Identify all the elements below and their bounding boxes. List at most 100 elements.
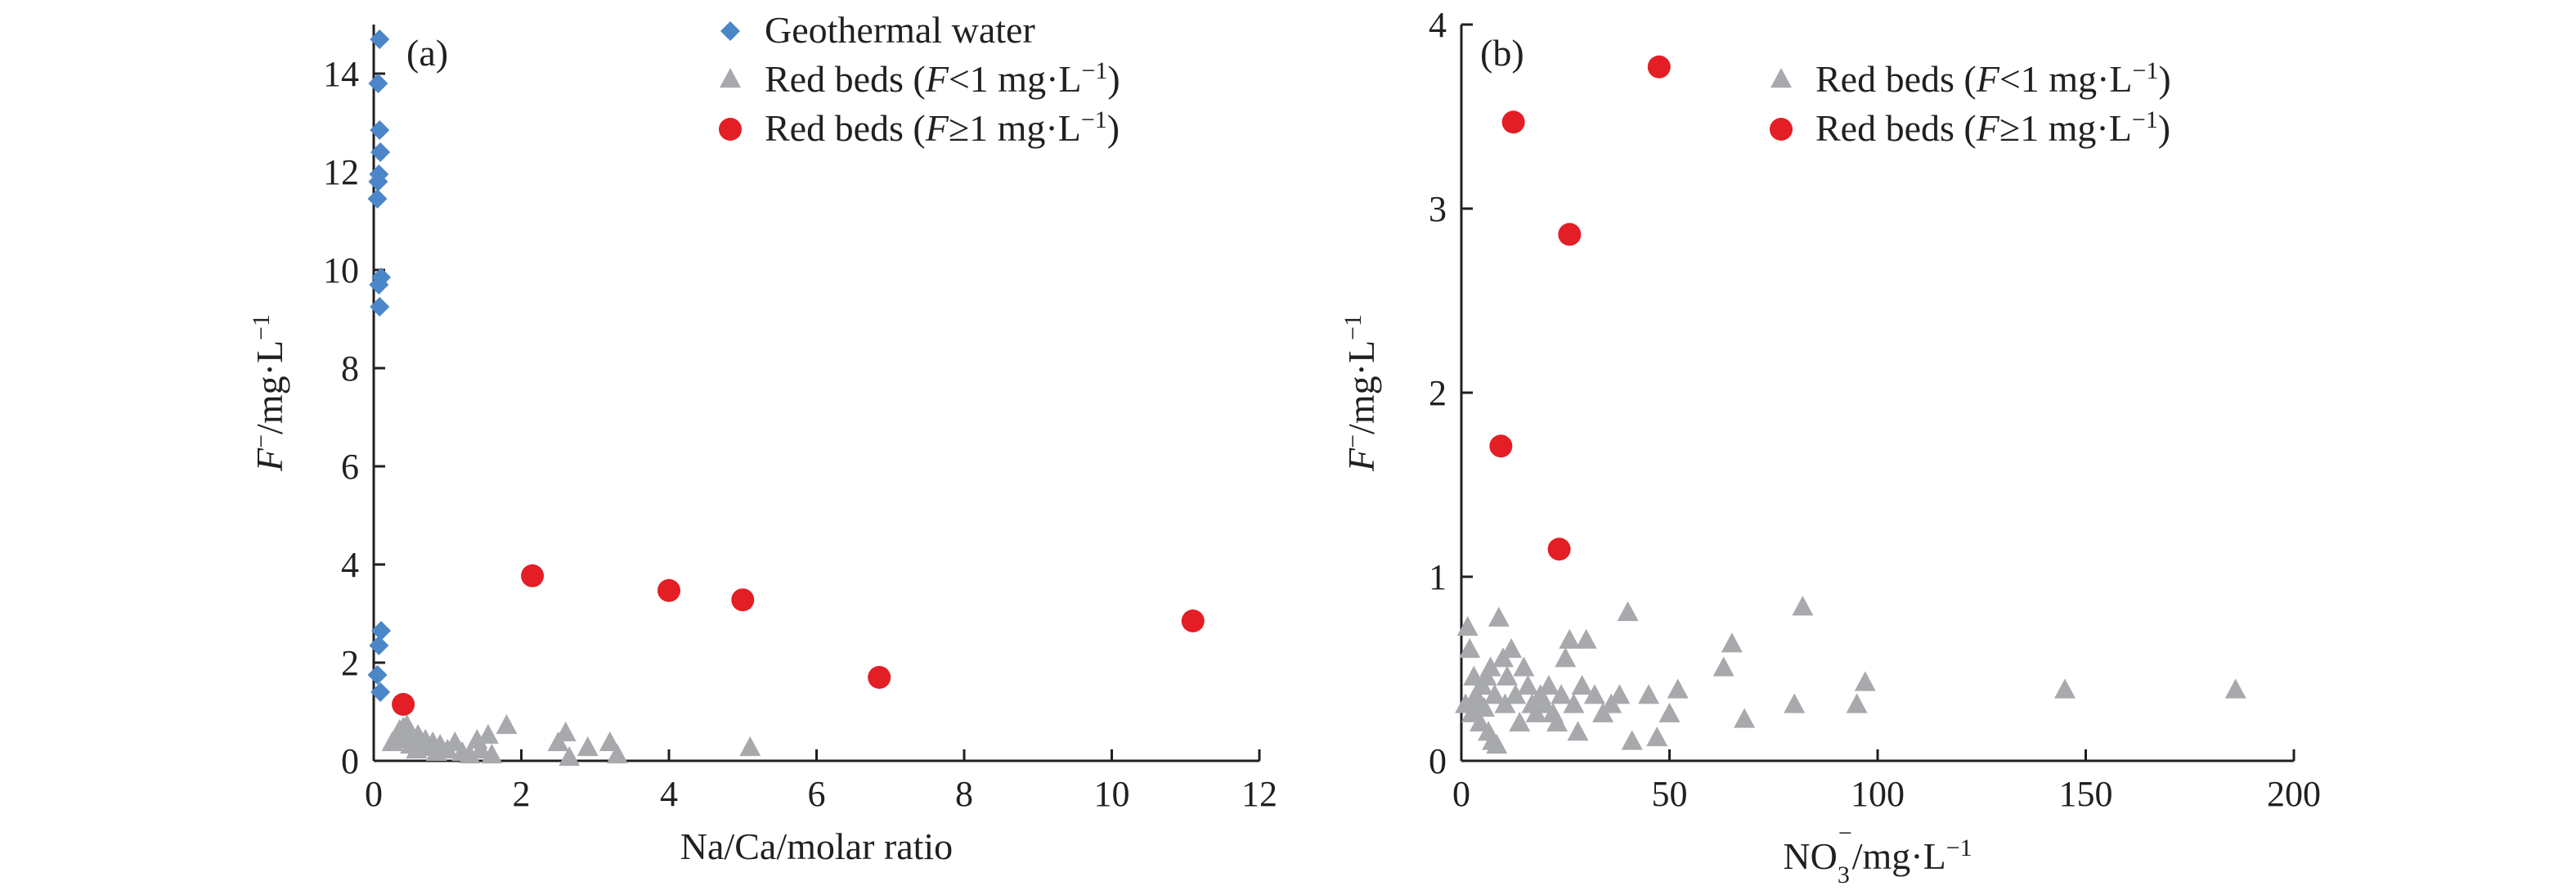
y-axis-title: F−/mg·L−1	[1340, 314, 1383, 472]
data-point	[1509, 712, 1531, 732]
y-tick-label: 3	[1429, 189, 1447, 229]
x-axis-title: Na/Ca/molar ratio	[680, 825, 953, 867]
panel-label: (a)	[406, 32, 448, 74]
data-point	[1854, 671, 1876, 691]
data-point	[477, 724, 499, 744]
data-point	[1721, 632, 1743, 653]
data-point	[1571, 675, 1593, 695]
y-tick-label: 2	[1429, 373, 1447, 413]
x-tick-label: 2	[513, 774, 531, 814]
legend: Red beds (F<1 mg·L−1) Red beds (F≥1 mg·L−…	[1770, 57, 2171, 149]
data-point	[1551, 684, 1573, 704]
data-point	[367, 665, 388, 685]
x-axis-title: NO3−/mg·L−1	[1783, 820, 1972, 888]
y-tick-label: 1	[1429, 557, 1447, 597]
data-point	[1505, 684, 1527, 704]
data-point	[1575, 628, 1597, 649]
series-triangle	[1455, 596, 2246, 754]
legend-marker	[720, 21, 740, 41]
y-tick-label: 2	[341, 643, 359, 683]
data-point	[1792, 596, 1814, 616]
data-point	[599, 731, 621, 752]
series-circle	[1489, 55, 1671, 561]
panel-a: 0 2 4 6 8 10 12 0 2 4 6 8 10 12 14 (a) F−/mg·L−1 Na/Ca/mo…	[248, 9, 1278, 867]
data-point	[1712, 656, 1735, 677]
x-tick-label: 4	[660, 774, 678, 814]
series-circle	[392, 564, 1205, 716]
data-point	[1496, 665, 1518, 686]
legend-entry: Red beds (F≥1 mg·L−1)	[765, 106, 1120, 150]
data-point	[1459, 638, 1481, 659]
x-tick-label: 200	[2267, 774, 2321, 814]
legend-marker	[720, 68, 741, 88]
data-point	[657, 578, 680, 602]
data-point	[1567, 721, 1589, 741]
data-point	[1486, 734, 1508, 754]
data-point	[1488, 606, 1510, 627]
data-point	[1558, 223, 1582, 246]
data-point	[521, 564, 545, 587]
data-point	[369, 636, 389, 655]
data-point	[1658, 702, 1681, 722]
data-point	[1647, 55, 1671, 79]
data-point	[1479, 656, 1501, 677]
data-point	[368, 74, 388, 93]
series-triangle	[381, 714, 761, 767]
data-point	[606, 744, 628, 764]
data-point	[370, 682, 391, 702]
data-point	[1583, 684, 1605, 704]
data-point	[369, 275, 389, 295]
data-point	[370, 29, 390, 49]
legend-entry: Red beds (F<1 mg·L−1)	[1815, 57, 2171, 101]
x-tick-label: 6	[808, 774, 826, 814]
y-tick-label: 4	[1429, 5, 1447, 45]
data-point	[2224, 678, 2246, 699]
y-tick-label: 0	[1429, 741, 1447, 781]
x-tick-label: 0	[365, 774, 383, 814]
data-point	[1734, 708, 1756, 728]
data-point	[1547, 537, 1571, 561]
data-point	[370, 142, 391, 162]
data-point	[1181, 609, 1205, 632]
data-point	[368, 172, 388, 191]
data-point	[1609, 684, 1631, 704]
data-point	[1473, 697, 1495, 717]
data-point	[1456, 616, 1479, 636]
y-tick-label: 0	[341, 741, 359, 781]
data-point	[1546, 712, 1568, 732]
x-tick-label: 50	[1652, 774, 1688, 814]
x-tick-label: 8	[955, 774, 973, 814]
y-tick-label: 4	[341, 545, 359, 585]
data-point	[367, 189, 388, 209]
panel-label: (b)	[1480, 32, 1524, 74]
data-point	[370, 120, 390, 140]
data-point	[371, 621, 392, 641]
data-point	[731, 588, 755, 612]
legend: Geothermal water Red beds (F<1 mg·L−1) Red…	[719, 9, 1120, 149]
data-point	[1494, 693, 1516, 713]
data-point	[481, 744, 503, 764]
y-tick-label: 8	[341, 349, 359, 389]
data-point	[1638, 684, 1660, 704]
legend-marker	[1770, 118, 1793, 141]
data-point	[1469, 712, 1491, 732]
data-point	[1617, 601, 1639, 622]
data-point	[2054, 678, 2076, 699]
data-point	[1846, 693, 1868, 713]
data-point	[1517, 675, 1539, 695]
data-point	[392, 693, 415, 716]
data-point	[1501, 638, 1523, 659]
y-tick-label: 12	[323, 152, 359, 192]
data-point	[554, 722, 577, 742]
data-point	[1537, 675, 1560, 695]
data-point	[1533, 693, 1555, 713]
x-tick-label: 12	[1241, 774, 1277, 814]
data-point	[469, 739, 491, 759]
y-tick-label: 14	[323, 54, 359, 94]
panel-b: 0 50 100 150 200 0 1 2 3 4 (b) F−/mg·L−1 NO3−/mg·L−1…	[1340, 5, 2322, 888]
data-point	[1513, 656, 1535, 677]
data-point	[370, 297, 390, 317]
series-diamond	[367, 29, 392, 702]
y-axis-title: F−/mg·L−1	[248, 314, 291, 472]
